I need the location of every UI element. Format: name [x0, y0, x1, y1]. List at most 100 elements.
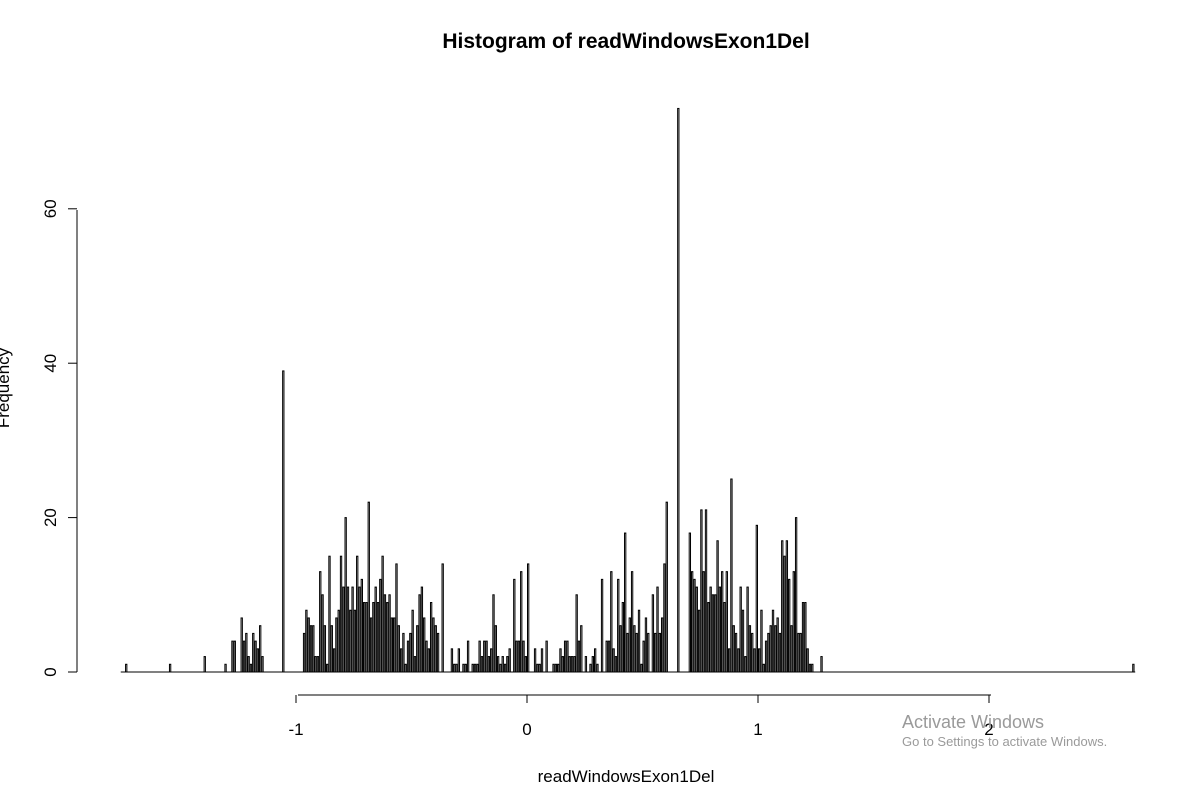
histogram-bar [723, 602, 726, 673]
histogram-bar [337, 609, 340, 673]
histogram-bar [640, 663, 643, 673]
x-tick-label: 0 [522, 720, 531, 739]
histogram-bar [508, 648, 511, 673]
histogram-bar [658, 632, 661, 673]
histogram-bar [314, 656, 317, 673]
histogram-bar [776, 617, 779, 673]
histogram-bar [794, 517, 798, 673]
histogram-bar [362, 602, 366, 673]
y-axis-label: Frequency [0, 347, 13, 428]
histogram-bar [808, 663, 812, 673]
histogram-bar [811, 663, 814, 673]
histogram-bar [612, 648, 615, 673]
histogram-bar [700, 509, 703, 673]
histogram-bar [584, 656, 588, 673]
histogram-bar [651, 594, 655, 673]
histogram-bar [346, 586, 350, 673]
histogram-bar [302, 632, 306, 673]
x-axis: -1 0 1 2 [288, 694, 994, 739]
histogram-bar [628, 617, 631, 673]
histogram-bar [356, 555, 359, 673]
x-tick-label: 2 [984, 720, 993, 739]
histogram-bar [820, 656, 823, 673]
histogram-bar [704, 509, 708, 673]
histogram-bar [416, 625, 419, 673]
histogram-bar [711, 594, 715, 673]
histogram-bar [617, 578, 620, 673]
histogram-bar [476, 663, 479, 673]
histogram-bar [614, 656, 618, 673]
histogram-bar [575, 594, 578, 673]
histogram-bar [804, 602, 807, 673]
histogram-bar [637, 609, 641, 673]
histogram-bar [365, 602, 368, 673]
histogram-bar [737, 648, 740, 673]
histogram-bar [397, 625, 400, 673]
histogram-bar [252, 632, 255, 673]
histogram-bar [790, 625, 793, 673]
histogram-bar [360, 578, 363, 673]
histogram-bar [335, 617, 338, 673]
histogram-bar [506, 656, 509, 673]
histogram-bar [409, 632, 412, 673]
histogram-bar [254, 640, 257, 673]
histogram-bar [654, 632, 657, 673]
histogram-bar [762, 663, 765, 673]
histogram-bar [557, 663, 560, 673]
histogram-bar [376, 602, 380, 673]
histogram-bar [386, 602, 389, 673]
histogram-bar [591, 656, 594, 673]
histogram-bar [319, 571, 322, 673]
histogram-bar [450, 648, 454, 673]
histogram-bar [485, 640, 488, 673]
histogram-bar [249, 663, 253, 673]
histogram-bar [374, 586, 377, 673]
histogram-bar [247, 656, 250, 673]
histogram-bar [785, 540, 789, 673]
histogram-bar [240, 617, 243, 673]
histogram-bar [707, 602, 710, 673]
histogram-bar [732, 625, 735, 673]
histogram-bar [464, 663, 467, 673]
histogram-bar [344, 517, 347, 673]
histogram-bar [538, 663, 541, 673]
histogram-bar [487, 656, 491, 673]
histogram-bar [520, 571, 523, 673]
histogram-bar [224, 663, 227, 673]
y-tick-label: 60 [41, 199, 60, 218]
histogram-bar [436, 632, 440, 673]
histogram-bar [420, 586, 424, 673]
histogram-bar [633, 625, 636, 673]
histogram-bar [259, 625, 262, 673]
histogram-bar [490, 648, 493, 673]
histogram-bar [503, 663, 507, 673]
histogram-bar [388, 594, 391, 673]
histogram-bar [573, 656, 576, 673]
histogram-bar [125, 663, 128, 673]
histogram-bar [624, 532, 627, 673]
histogram-bar [307, 617, 310, 673]
histogram-bar [515, 640, 518, 673]
histogram-bar [434, 625, 437, 673]
histogram-bar [797, 632, 800, 673]
histogram-bar [339, 555, 343, 673]
histogram-bar [501, 656, 504, 673]
histogram-bar [697, 609, 701, 673]
histogram-bar [727, 648, 731, 673]
histogram-bar [781, 540, 784, 673]
histogram-bar [423, 617, 426, 673]
histogram-bar [748, 625, 752, 673]
histogram-bar [367, 501, 370, 673]
histogram-bar [695, 586, 698, 673]
histogram-bar [660, 617, 664, 673]
histogram-bar [621, 602, 625, 673]
x-axis-label: readWindowsExon1Del [538, 767, 715, 786]
histogram-bar [432, 617, 435, 673]
histogram-bar [741, 609, 745, 673]
histogram-bar [492, 594, 495, 673]
histogram-bar [429, 602, 433, 673]
histogram-bar [1132, 663, 1135, 673]
histogram-bar [245, 632, 248, 673]
histogram-bar [774, 625, 777, 673]
histogram-bar [406, 640, 410, 673]
